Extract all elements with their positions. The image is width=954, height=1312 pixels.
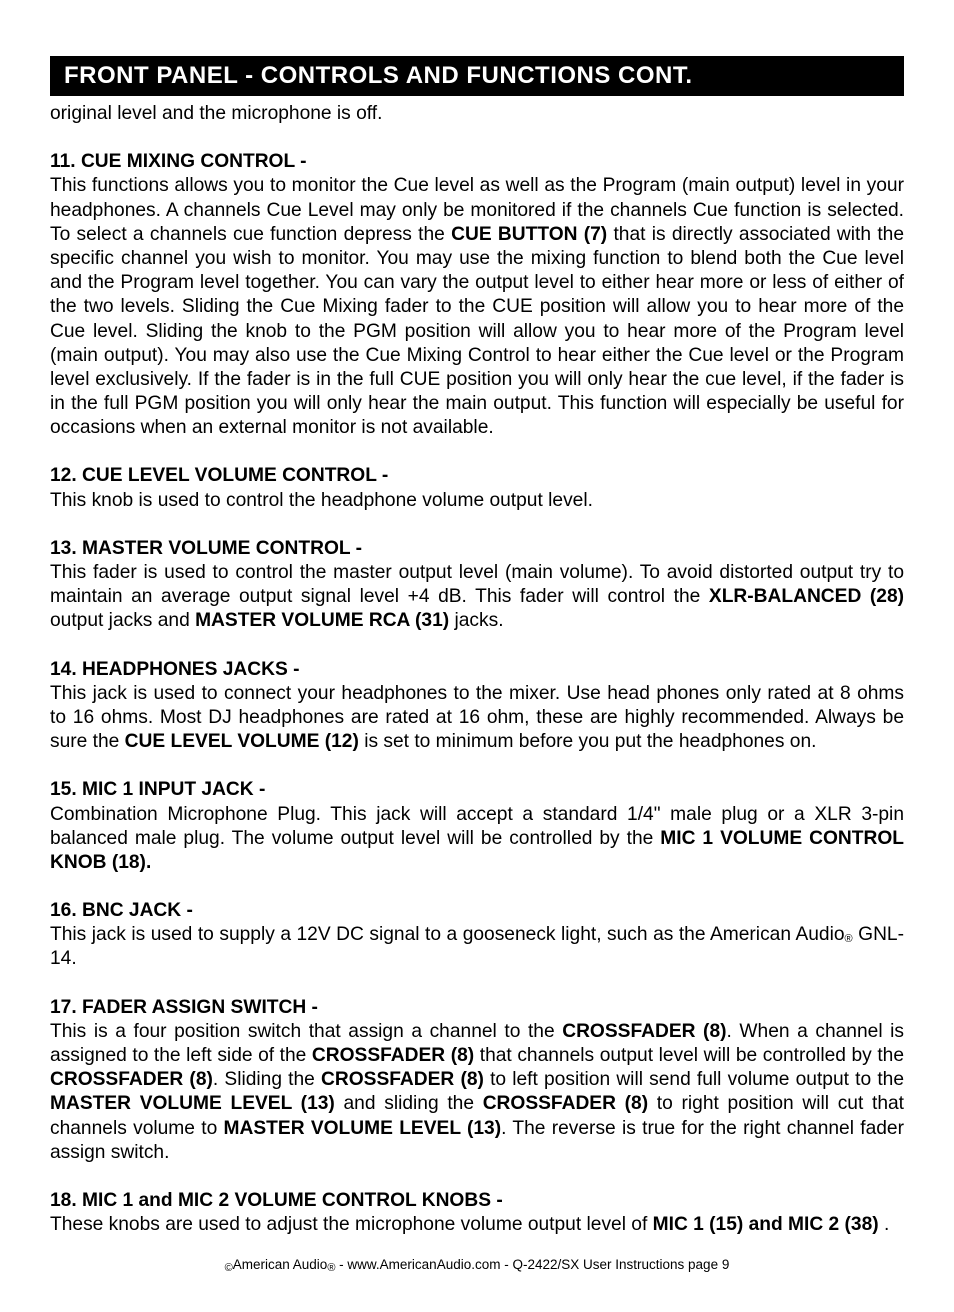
ref-master-volume-level-13: MASTER VOLUME LEVEL (13) [224,1118,502,1139]
section-15-body: Combination Microphone Plug. This jack w… [50,803,904,876]
registered-mark-icon: ® [327,1262,335,1274]
ref-cue-button-7: CUE BUTTON (7) [451,224,607,245]
ref-crossfader-8: CROSSFADER (8) [483,1093,648,1114]
section-17: 17. FADER ASSIGN SWITCH - This is a four… [50,996,904,1165]
text-run: that is directly associated with the spe… [50,224,904,439]
section-16-heading: 16. BNC JACK - [50,899,904,923]
section-11: 11. CUE MIXING CONTROL - This functions … [50,150,904,440]
ref-crossfader-8: CROSSFADER (8) [321,1069,484,1090]
ref-mic1-mic2-jacks: MIC 1 (15) and MIC 2 (38) [653,1214,879,1235]
text-run: This is a four position switch that assi… [50,1021,562,1042]
text-run: . [879,1214,890,1235]
section-17-body: This is a four position switch that assi… [50,1020,904,1165]
section-banner: FRONT PANEL - CONTROLS AND FUNCTIONS CON… [50,56,904,96]
footer-brand: American Audio [233,1257,328,1272]
section-14-body: This jack is used to connect your headph… [50,682,904,755]
ref-master-volume-rca-31: MASTER VOLUME RCA (31) [195,610,449,631]
section-13-body: This fader is used to control the master… [50,561,904,634]
section-16-body: This jack is used to supply a 12V DC sig… [50,923,904,971]
ref-cue-level-volume-12: CUE LEVEL VOLUME (12) [125,731,359,752]
section-13: 13. MASTER VOLUME CONTROL - This fader i… [50,537,904,634]
page-footer: ©American Audio® - www.AmericanAudio.com… [50,1257,904,1272]
text-run: These knobs are used to adjust the micro… [50,1214,653,1235]
section-18-body: These knobs are used to adjust the micro… [50,1213,904,1237]
text-run: is set to minimum before you put the hea… [359,731,817,752]
ref-crossfader-8: CROSSFADER (8) [50,1069,213,1090]
text-run: . Sliding the [213,1069,321,1090]
section-18: 18. MIC 1 and MIC 2 VOLUME CONTROL KNOBS… [50,1189,904,1237]
section-14: 14. HEADPHONES JACKS - This jack is used… [50,658,904,755]
section-18-heading: 18. MIC 1 and MIC 2 VOLUME CONTROL KNOBS… [50,1189,904,1213]
section-12: 12. CUE LEVEL VOLUME CONTROL - This knob… [50,464,904,512]
section-13-heading: 13. MASTER VOLUME CONTROL - [50,537,904,561]
text-run: to left position will send full volume o… [484,1069,904,1090]
section-11-body: This functions allows you to monitor the… [50,174,904,440]
section-11-heading: 11. CUE MIXING CONTROL - [50,150,904,174]
section-12-heading: 12. CUE LEVEL VOLUME CONTROL - [50,464,904,488]
text-run: and sliding the [335,1093,483,1114]
ref-master-volume-level-13: MASTER VOLUME LEVEL (13) [50,1093,335,1114]
ref-xlr-balanced-28: XLR-BALANCED (28) [709,586,904,607]
section-12-body: This knob is used to control the headpho… [50,489,904,513]
section-15: 15. MIC 1 INPUT JACK - Combination Micro… [50,778,904,875]
ref-crossfader-8: CROSSFADER (8) [562,1021,726,1042]
text-run: This jack is used to supply a 12V DC sig… [50,924,845,945]
text-run: that channels output level will be contr… [474,1045,904,1066]
section-14-heading: 14. HEADPHONES JACKS - [50,658,904,682]
text-run: output jacks and [50,610,195,631]
section-17-heading: 17. FADER ASSIGN SWITCH - [50,996,904,1020]
ref-crossfader-8: CROSSFADER (8) [312,1045,474,1066]
footer-text: - www.AmericanAudio.com - Q-2422/SX User… [335,1257,729,1272]
section-15-heading: 15. MIC 1 INPUT JACK - [50,778,904,802]
text-run: jacks. [449,610,503,631]
section-16: 16. BNC JACK - This jack is used to supp… [50,899,904,972]
registered-mark-icon: ® [845,933,853,945]
copyright-icon: © [225,1262,233,1274]
orphan-continuation-line: original level and the microphone is off… [50,102,904,126]
